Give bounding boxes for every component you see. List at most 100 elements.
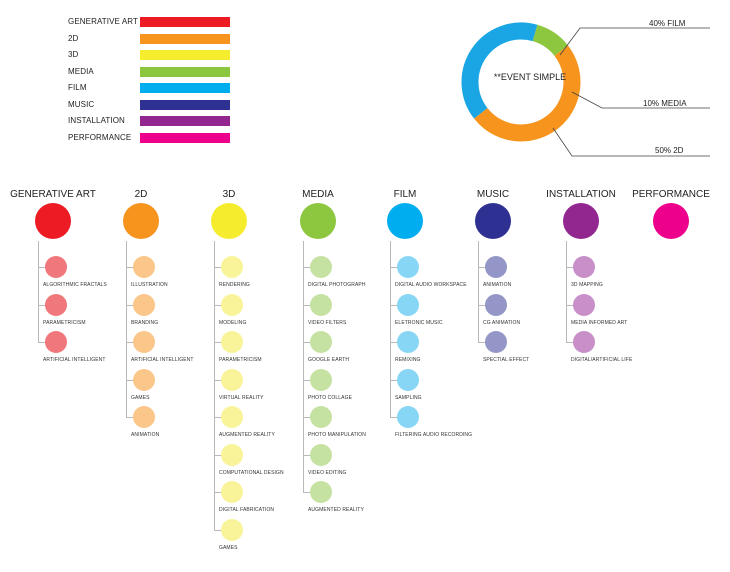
subcategory-circle [45,293,67,316]
category-circle [300,203,336,239]
tree-branch [303,454,311,456]
subcategory-circle [221,406,243,428]
tree-branch [214,342,222,343]
donut-slice-film [461,22,538,119]
subcategory-circle [133,293,155,316]
subcategory-label: AUGMENTED REALITY [219,432,275,438]
category-circle [35,203,71,239]
category-title: 3D [222,189,236,200]
subcategory-label: VIRTUAL REALITY [219,394,264,401]
subcategory-circle [310,443,332,466]
tree-connector [478,241,479,342]
subcategory-label: SPECTIAL EFFECT [483,357,530,363]
donut-chart: **EVENT SIMPLE 40% FILM 10% MEDIA 50% 2D [0,0,730,180]
subcategory-label: FILTERING AUDIO RECORDING [395,432,473,438]
subcategory-circle [310,331,332,353]
subcategory-circle [133,406,155,428]
tree-branch [38,267,46,268]
subcategory-circle [221,443,243,466]
subcategory-label: MEDIA INFORMED ART [571,319,628,326]
subcategory-circle [485,293,507,316]
category-media: MEDIA DIGITAL PHOTOGRAPH VIDEO FILTERS GOOG… [268,0,368,572]
tree-branch [303,304,311,306]
legend-swatch [140,132,230,143]
category-title: MUSIC [476,189,510,200]
tree-branch [478,342,486,343]
category-circle [653,203,689,239]
subcategory-circle [310,481,332,503]
category-2d: 2D ILLUSTRATION BRANDING ARTIFICIAL INTELLI… [91,0,194,572]
category-circle [123,203,159,239]
legend-label: 2D [68,33,79,43]
subcategory-label: GAMES [219,544,238,551]
legend-label: MEDIA [68,66,94,76]
subcategory-circle [45,331,67,353]
tree-branch [126,417,134,418]
tree-branch [126,342,134,343]
donut-callout-2d: 50% 2D [655,146,684,155]
subcategory-label: ARTIFICIAL INTELLIGENT [131,357,194,363]
subcategory-circle [221,293,243,316]
tree-branch [214,379,222,381]
subcategory-label: ANIMATION [483,282,512,288]
tree-branch [390,267,398,268]
callout-line-media [571,91,710,109]
legend-swatch [140,66,230,77]
subcategory-label: 3D MAPPING [571,282,603,288]
category-film: FILM DIGITAL AUDIO WORKSPACE ELETRONIC MUS… [355,0,472,572]
subcategory-circle [310,293,332,316]
subcategory-label: VIDEO FILTERS [308,319,347,326]
subcategory-circle [221,481,243,503]
category-title: INSTALLATION [546,189,616,200]
subcategory-label: REMIXING [395,357,421,363]
category-title: FILM [393,189,417,200]
legend-label: GENERATIVE ART [68,17,139,26]
tree-branch [126,304,134,306]
legend-swatch [140,116,230,126]
tree-branch [303,342,311,343]
tree-branch [38,304,46,306]
legend-label: FILM [68,83,87,92]
category-circle [387,203,423,239]
donut-slice-media [532,24,568,57]
subcategory-label: DIGITAL FABRICATION [219,507,275,513]
subcategory-label: COMPUTATIONAL DESIGN [219,469,284,476]
category-title: 2D [134,189,148,200]
tree-branch [214,492,222,493]
tree-branch [126,267,134,268]
tree-branch [214,417,222,418]
subcategory-label: DIGITAL/ARTIFICIAL LIFE [571,357,633,363]
subcategory-label: PHOTO MANIPULATION [308,432,367,438]
subcategory-label: RENDERING [219,282,250,288]
legend-label: 3D [68,50,79,59]
subcategory-circle [397,368,419,391]
category-title: GENERATIVE ART [10,189,96,200]
subcategory-label: PARAMETRICISM [43,319,86,326]
subcategory-circle [221,368,243,391]
tree-branch [566,342,574,343]
category-title: MEDIA [302,189,334,200]
donut-slice-2d [474,45,581,142]
category-circle [475,203,511,239]
subcategory-circle [397,256,419,278]
legend-swatch [140,33,230,44]
tree-branch [214,454,222,456]
subcategory-circle [45,256,67,278]
subcategory-circle [573,293,595,316]
category-title: PERFORMANCE [632,189,710,200]
subcategory-label: GOOGLE EARTH [308,357,350,363]
category-music: MUSIC ANIMATION CG ANIMATION SPECTIAL EFFEC… [443,0,543,572]
category-circle [563,203,599,239]
subcategory-circle [397,406,419,428]
tree-connector [303,241,304,492]
subcategory-circle [133,331,155,353]
category-installation: INSTALLATION 3D MAPPING MEDIA INFORMED ART… [531,0,633,572]
tree-branch [390,417,398,418]
subcategory-label: ARTIFICIAL INTELLIGENT [43,357,106,363]
subcategory-circle [485,331,507,353]
legend-swatch [140,83,230,93]
tree-branch [303,379,311,381]
category-circle [211,203,247,239]
tree-connector [38,241,39,342]
subcategory-label: PHOTO COLLAGE [308,394,352,401]
